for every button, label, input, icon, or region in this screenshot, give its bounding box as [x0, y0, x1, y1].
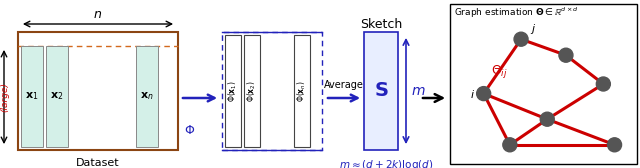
- Text: $\mathbf{x}_1$: $\mathbf{x}_1$: [25, 91, 39, 102]
- Bar: [244, 35, 260, 147]
- Text: $j$: $j$: [530, 22, 536, 36]
- Circle shape: [607, 138, 621, 152]
- Bar: [225, 35, 241, 147]
- Text: $d$
(large): $d$ (large): [0, 82, 10, 112]
- Circle shape: [596, 77, 611, 91]
- Bar: [18, 32, 178, 150]
- Text: Average: Average: [324, 80, 364, 90]
- Text: $\Phi(\mathbf{x}_2)$: $\Phi(\mathbf{x}_2)$: [246, 80, 259, 102]
- Circle shape: [540, 112, 554, 126]
- Text: $\Phi(\mathbf{x}_n)$: $\Phi(\mathbf{x}_n)$: [296, 80, 308, 102]
- Bar: [21, 46, 43, 147]
- Bar: [136, 46, 158, 147]
- Text: $m$: $m$: [411, 84, 426, 98]
- Bar: [46, 46, 68, 147]
- Circle shape: [514, 32, 528, 46]
- Text: $\mathbf{S}$: $\mathbf{S}$: [374, 81, 388, 100]
- Bar: [222, 32, 322, 150]
- Text: $\mathbf{x}_2$: $\mathbf{x}_2$: [51, 91, 64, 102]
- Text: $\Phi$: $\Phi$: [184, 123, 196, 136]
- Bar: [450, 4, 637, 164]
- Circle shape: [503, 138, 517, 152]
- Text: $i$: $i$: [470, 88, 475, 100]
- Text: $m \approx (d+2k)\log(d)$: $m \approx (d+2k)\log(d)$: [339, 158, 433, 168]
- Bar: [364, 32, 398, 150]
- Text: $\Phi(\mathbf{x}_1)$: $\Phi(\mathbf{x}_1)$: [227, 80, 239, 102]
- Text: Dataset: Dataset: [76, 158, 120, 168]
- Text: $\Theta_{ij}$: $\Theta_{ij}$: [491, 63, 508, 80]
- Circle shape: [477, 87, 491, 101]
- Text: Sketch: Sketch: [360, 18, 402, 31]
- Bar: [294, 35, 310, 147]
- Circle shape: [559, 48, 573, 62]
- Text: $\mathbf{x}_n$: $\mathbf{x}_n$: [140, 91, 154, 102]
- Text: $n$: $n$: [93, 8, 102, 21]
- Text: Graph estimation $\mathbf{\Theta} \in \mathbb{R}^{d \times d}$: Graph estimation $\mathbf{\Theta} \in \m…: [454, 6, 579, 20]
